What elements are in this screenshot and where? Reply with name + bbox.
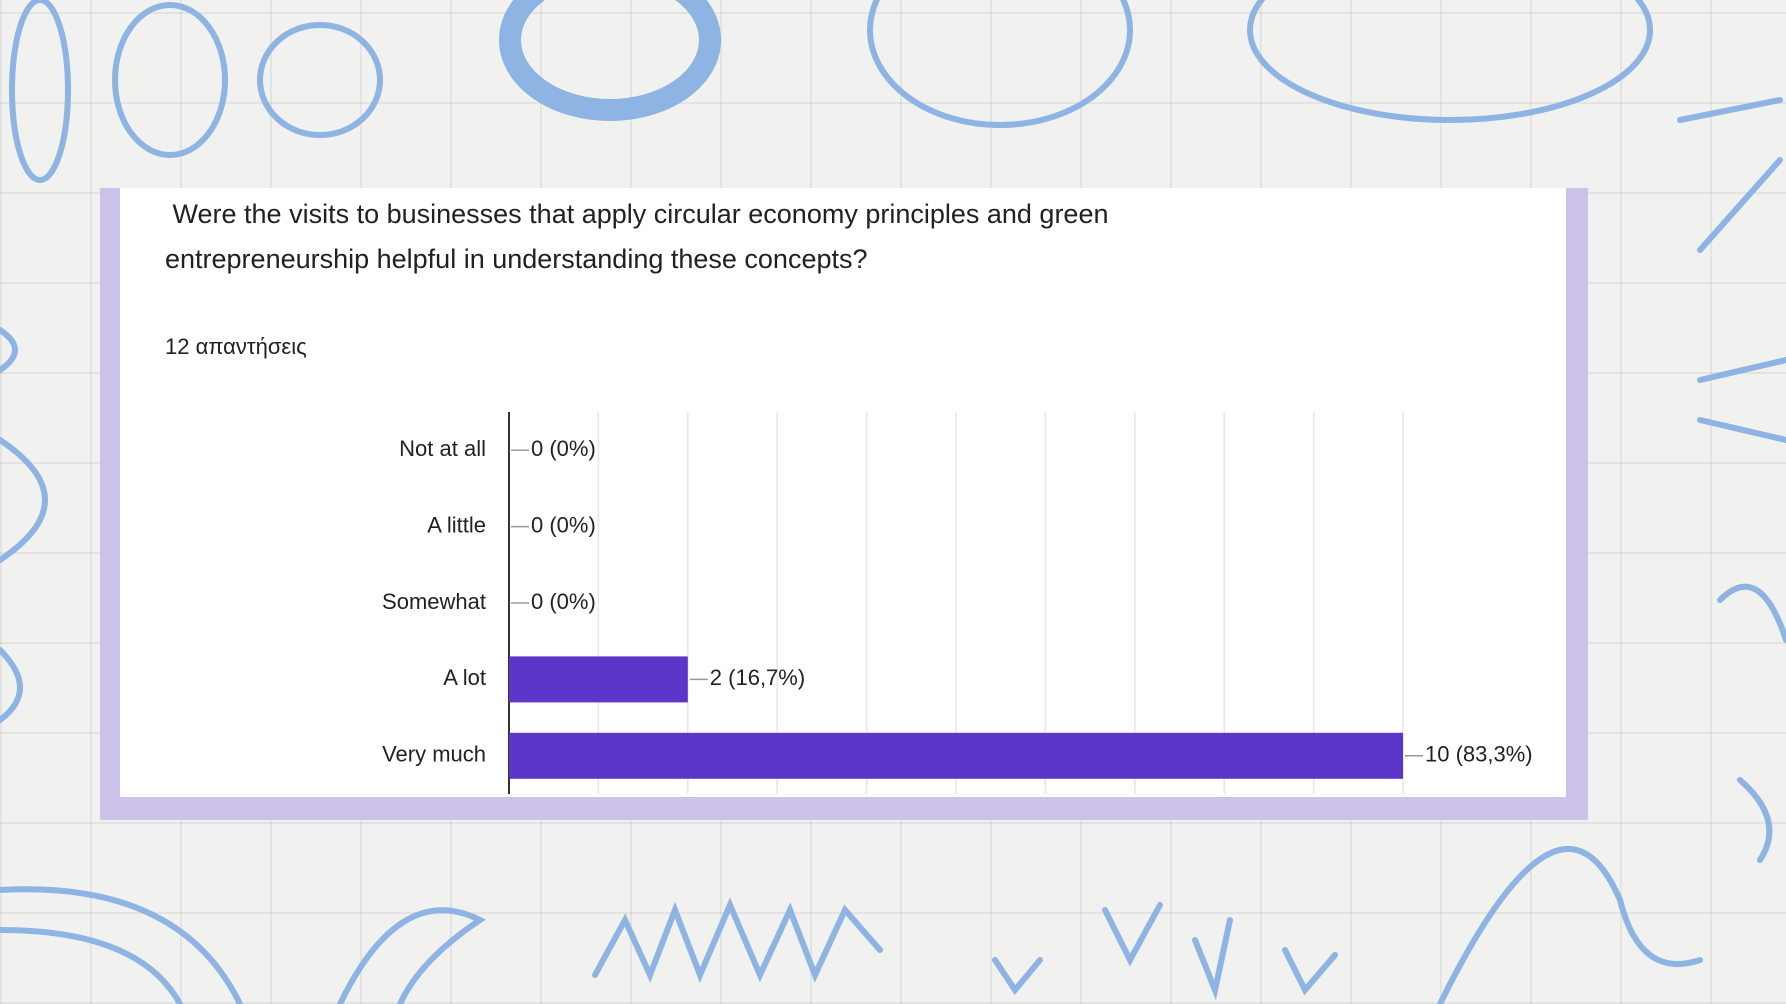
value-label: 0 (0%) xyxy=(531,512,596,537)
category-label: A lot xyxy=(443,665,486,690)
bar xyxy=(509,732,1403,779)
category-label: Very much xyxy=(382,742,486,767)
chart-title: Were the visits to businesses that apply… xyxy=(165,199,1117,274)
value-label: 2 (16,7%) xyxy=(710,665,805,690)
category-label: Somewhat xyxy=(382,589,486,614)
category-label: Not at all xyxy=(399,436,486,461)
value-label: 0 (0%) xyxy=(531,436,596,461)
response-count: 12 απαντήσεις xyxy=(165,334,307,359)
bar xyxy=(509,656,688,703)
value-label: 0 (0%) xyxy=(531,589,596,614)
card-body: Were the visits to businesses that apply… xyxy=(120,188,1566,797)
category-label: A little xyxy=(427,512,486,537)
value-label: 10 (83,3%) xyxy=(1425,742,1533,767)
card: Were the visits to businesses that apply… xyxy=(100,188,1588,820)
